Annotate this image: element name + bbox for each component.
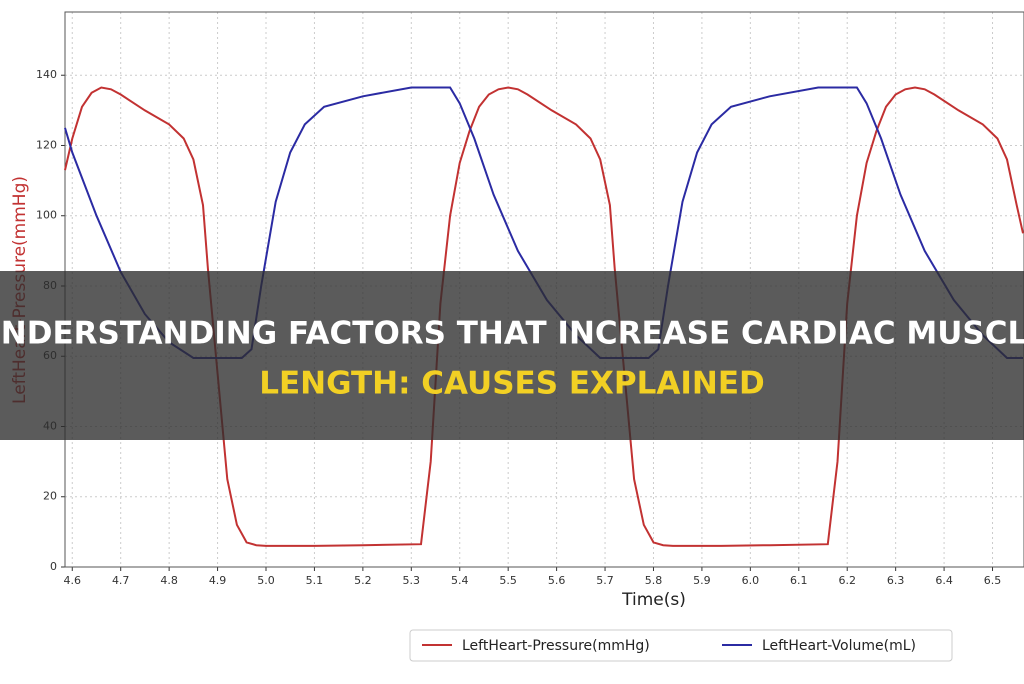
x-tick-label: 6.3 xyxy=(887,574,905,587)
legend-box xyxy=(409,629,953,662)
x-tick-label: 5.1 xyxy=(306,574,324,587)
x-tick-label: 4.6 xyxy=(64,574,82,587)
x-tick-label: 5.7 xyxy=(596,574,614,587)
x-tick-label: 6.0 xyxy=(742,574,760,587)
banner-title: LENGTH: CAUSES EXPLAINED xyxy=(259,366,765,402)
y-tick-label: 120 xyxy=(36,138,57,151)
x-tick-label: 4.7 xyxy=(112,574,130,587)
x-tick-label: 5.9 xyxy=(693,574,711,587)
x-tick-label: 5.6 xyxy=(548,574,566,587)
legend-label: LeftHeart-Pressure(mmHg) xyxy=(462,638,650,654)
y-tick-label: 140 xyxy=(36,68,57,81)
x-tick-label: 5.4 xyxy=(451,574,469,587)
x-tick-label: 6.5 xyxy=(984,574,1002,587)
y-tick-label: 0 xyxy=(50,560,57,573)
x-tick-label: 6.2 xyxy=(838,574,856,587)
legend-label: LeftHeart-Volume(mL) xyxy=(762,638,916,654)
y-tick-label: 100 xyxy=(36,209,57,222)
x-tick-label: 5.5 xyxy=(499,574,517,587)
x-tick-label: 4.9 xyxy=(209,574,227,587)
x-tick-label: 6.4 xyxy=(935,574,953,587)
x-tick-label: 4.8 xyxy=(160,574,178,587)
y-tick-label: 20 xyxy=(43,490,57,503)
x-tick-label: 5.0 xyxy=(257,574,275,587)
data-line xyxy=(64,86,1024,547)
banner xyxy=(0,271,1024,440)
x-tick-label: 6.1 xyxy=(790,574,808,587)
banner-title: UNDERSTANDING FACTORS THAT INCREASE CARD… xyxy=(0,316,1024,352)
x-axis-label: Time(s) xyxy=(621,590,686,610)
x-tick-label: 5.3 xyxy=(403,574,421,587)
x-tick-label: 5.8 xyxy=(645,574,663,587)
x-tick-label: 5.2 xyxy=(354,574,372,587)
